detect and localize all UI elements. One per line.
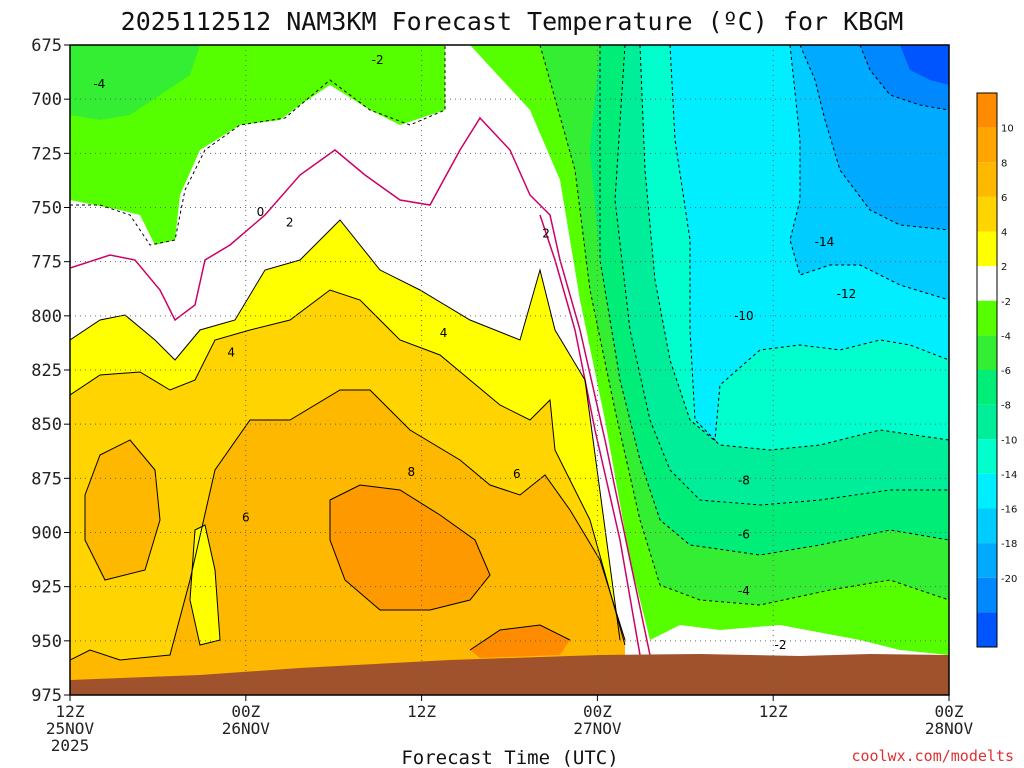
colorbar-label: 6 <box>1001 193 1007 204</box>
colorbar-swatch <box>977 508 997 544</box>
colorbar-label: 8 <box>1001 158 1007 169</box>
field-blue-deepest <box>900 45 949 85</box>
zero-contour <box>70 116 651 656</box>
contour-label: -4 <box>93 77 105 91</box>
field-green-top <box>70 45 445 245</box>
contour-labels: -2 -4 0 2 2 4 4 6 6 8 -10 -12 -14 -8 -6 -4 -2 <box>93 53 856 652</box>
x-tick-label: 00Z <box>583 702 612 721</box>
colorbar-swatch <box>977 335 997 370</box>
colorbar-swatch <box>977 439 997 474</box>
colorbar-swatch <box>977 370 997 405</box>
x-tick-label: 27NOV <box>573 719 622 738</box>
colorbar-swatch <box>977 93 997 128</box>
contour-label: 0 <box>257 205 265 219</box>
colorbar-label: -10 <box>1001 435 1017 446</box>
field-orange-10 <box>470 625 570 658</box>
x-tick-label: 12Z <box>56 702 85 721</box>
contour-label: 2 <box>286 216 294 230</box>
colorbar-label: -6 <box>1001 366 1011 377</box>
colorbar-swatch <box>977 543 997 578</box>
x-tick-label: 12Z <box>759 702 788 721</box>
y-tick-label: 950 <box>31 632 62 652</box>
contour-label: -2 <box>775 638 787 652</box>
contour-label: -8 <box>738 474 750 488</box>
chart-title: 2025112512 NAM3KM Forecast Temperature (… <box>121 7 904 36</box>
y-tick-label: 925 <box>31 578 62 598</box>
contour-label: -6 <box>738 528 750 542</box>
y-tick-label: 800 <box>31 307 62 327</box>
y-tick-label: 850 <box>31 415 62 435</box>
y-tick-label: 700 <box>31 90 62 110</box>
colorbar-label: -20 <box>1001 574 1017 585</box>
x-tick-label: 28NOV <box>925 719 974 738</box>
contour-label: 6 <box>242 510 250 524</box>
colorbar-swatch <box>977 473 997 509</box>
colorbar: 10 8 6 4 2 -2 -4 -6 -8 -10 -14 -16 -18 -20 <box>976 92 1017 648</box>
colorbar-label: -2 <box>1001 297 1011 308</box>
field-bubble-left <box>85 440 160 580</box>
plot-area: -2 -4 0 2 2 4 4 6 6 8 -10 -12 -14 -8 -6 -4 -2 <box>70 45 949 695</box>
y-tick-label: 900 <box>31 524 62 544</box>
colorbar-label: 4 <box>1001 228 1007 239</box>
colorbar-swatch <box>977 577 997 613</box>
colorbar-label: -14 <box>1001 470 1017 481</box>
y-tick-label: 875 <box>31 469 62 489</box>
colorbar-label: -18 <box>1001 539 1017 550</box>
colorbar-swatch <box>977 266 997 301</box>
x-tick-label: 2025 <box>51 736 90 755</box>
surface-terrain <box>70 654 949 695</box>
colorbar-frame <box>976 92 998 648</box>
contour-label: 6 <box>513 467 521 481</box>
contour-label: 4 <box>440 326 448 340</box>
colorbar-swatch <box>977 196 997 232</box>
colorbar-swatch <box>977 612 997 647</box>
colorbar-swatch <box>977 404 997 440</box>
x-tick-label: 26NOV <box>222 719 271 738</box>
field-yellow-column <box>190 525 220 645</box>
x-tick-label: 00Z <box>935 702 964 721</box>
colorbar-swatch <box>977 300 997 336</box>
x-tick-label: 00Z <box>231 702 260 721</box>
y-axis: 675 700 725 750 775 800 825 850 875 900 925 950 975 <box>31 36 70 706</box>
y-tick-label: 825 <box>31 361 62 381</box>
contour-label: -12 <box>837 287 857 301</box>
contour-label: -2 <box>372 53 384 67</box>
colorbar-swatch <box>977 127 997 163</box>
colorbar-swatch <box>977 162 997 197</box>
y-tick-label: 975 <box>31 686 62 706</box>
contour-label: -4 <box>738 584 750 598</box>
y-tick-label: 725 <box>31 144 62 164</box>
x-tick-label: 25NOV <box>46 719 95 738</box>
contour-label: 8 <box>408 465 416 479</box>
colorbar-label: 10 <box>1001 124 1014 135</box>
colorbar-swatch <box>977 231 997 267</box>
x-tick-label: 12Z <box>407 702 436 721</box>
colorbar-label: -4 <box>1001 331 1011 342</box>
contour-label: 2 <box>542 227 550 241</box>
y-tick-label: 675 <box>31 36 62 56</box>
contour-label: -10 <box>734 309 754 323</box>
y-tick-label: 750 <box>31 199 62 219</box>
colorbar-label: -16 <box>1001 505 1017 516</box>
solid-contours <box>70 219 626 661</box>
dashed-contours <box>70 45 949 606</box>
y-tick-label: 775 <box>31 253 62 273</box>
contour-label: -14 <box>815 235 835 249</box>
colorbar-label: -8 <box>1001 401 1011 412</box>
field-green-top-dark <box>70 45 200 120</box>
colorbar-label: 2 <box>1001 262 1007 273</box>
contour-label: 4 <box>227 346 235 360</box>
credit-text: coolwx.com/modelts <box>851 747 1014 765</box>
x-axis-label: Forecast Time (UTC) <box>401 747 618 768</box>
field-orange-8 <box>330 485 490 610</box>
